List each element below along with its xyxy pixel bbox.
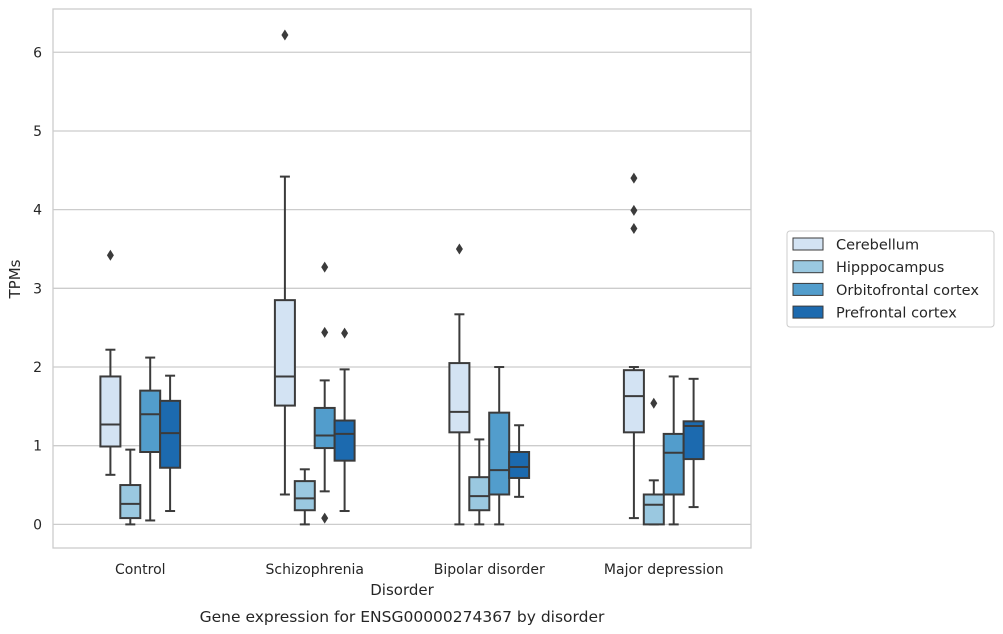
outlier-point: [630, 204, 638, 216]
box-group: [139, 356, 162, 522]
x-tick-label: Major depression: [604, 562, 724, 578]
legend-swatch: [792, 260, 824, 274]
box: [622, 369, 645, 434]
legend-label: Orbitofrontal cortex: [836, 283, 979, 299]
box: [139, 389, 162, 454]
box-group: [642, 397, 665, 526]
legend-frame: [786, 230, 995, 328]
box: [448, 362, 471, 434]
box: [333, 419, 356, 462]
y-tick-label: 5: [33, 124, 42, 140]
box-group: [273, 29, 296, 496]
x-tick-label: Control: [115, 562, 166, 578]
x-axis-label: Disorder: [370, 581, 434, 599]
box-group: [119, 448, 142, 526]
box: [662, 432, 685, 496]
y-axis-label: TPMs: [6, 259, 24, 299]
box-group: [333, 327, 356, 513]
plot-frame: [52, 8, 752, 549]
box: [99, 375, 122, 448]
x-tick-labels: Control Schizophrenia Bipolar disorder Majo…: [115, 562, 724, 578]
box: [468, 476, 491, 512]
box: [488, 411, 511, 496]
box: [313, 406, 336, 450]
box-layer: [99, 29, 705, 526]
x-tick-label: Schizophrenia: [266, 562, 364, 578]
legend-item: Cerebellum: [792, 237, 919, 254]
x-tick-label: Bipolar disorder: [434, 562, 545, 578]
box: [119, 484, 142, 520]
plot-background: [53, 9, 751, 548]
outlier-point: [321, 512, 329, 524]
y-tick-label: 2: [33, 360, 42, 376]
box-group: [662, 375, 685, 526]
legend-label: Hipppocampus: [836, 260, 944, 276]
outlier-point: [106, 249, 114, 261]
box: [273, 299, 296, 407]
box: [642, 493, 665, 526]
box: [159, 399, 182, 469]
legend-item: Hipppocampus: [792, 260, 944, 276]
chart-caption: Gene expression for ENSG00000274367 by d…: [200, 608, 605, 626]
legend: Cerebellum Hipppocampus Orbitofrontal cort…: [786, 230, 995, 328]
outlier-point: [650, 397, 658, 409]
box-group: [622, 172, 645, 520]
box-group: [159, 374, 182, 513]
box: [293, 480, 316, 512]
box: [508, 451, 531, 479]
legend-swatch: [792, 282, 824, 296]
outlier-point: [455, 243, 463, 255]
y-tick-label: 3: [33, 281, 42, 297]
box-group: [99, 249, 122, 476]
outlier-point: [341, 327, 349, 339]
legend-label: Cerebellum: [836, 238, 919, 254]
outlier-point: [281, 29, 289, 41]
box: [682, 420, 705, 461]
y-tick-label: 6: [33, 45, 42, 61]
legend-label: Prefrontal cortex: [836, 306, 957, 322]
box-group: [313, 261, 336, 524]
legend-item: Orbitofrontal cortex: [792, 282, 979, 299]
y-tick-label: 1: [33, 439, 42, 455]
y-tick-labels: 0 1 2 3 4 5 6: [33, 45, 42, 533]
box-group: [682, 377, 705, 509]
legend-swatch: [792, 237, 824, 251]
outlier-point: [630, 172, 638, 184]
legend-swatch: [792, 305, 824, 319]
box-group: [508, 424, 531, 498]
box-group: [293, 468, 316, 526]
y-tick-label: 0: [33, 517, 42, 533]
outlier-point: [321, 261, 329, 273]
legend-item: Prefrontal cortex: [792, 305, 957, 322]
outlier-point: [321, 326, 329, 338]
outlier-point: [630, 223, 638, 235]
y-tick-label: 4: [33, 203, 42, 219]
box-group: [448, 243, 471, 526]
